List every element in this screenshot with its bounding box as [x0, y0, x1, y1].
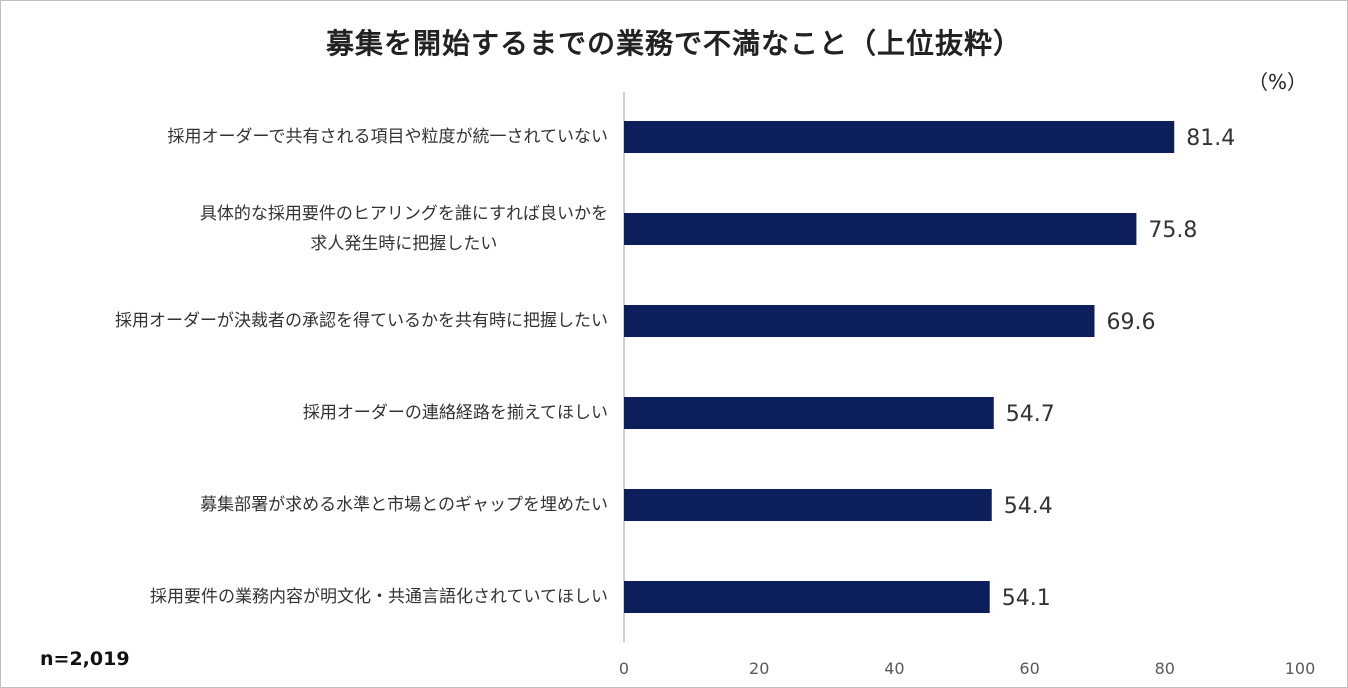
unit-label: （%）	[1248, 70, 1308, 94]
category-label-2: 具体的な採用要件のヒアリングを誰にすれば良いかを 求人発生時に把握したい	[200, 199, 608, 259]
bar-4	[624, 397, 994, 429]
category-label-6: 採用要件の業務内容が明文化・共通言語化されていてほしい	[150, 582, 608, 612]
x-tick-label-20: 20	[749, 659, 769, 678]
x-tick-label-0: 0	[619, 659, 629, 678]
x-tick-label-100: 100	[1285, 659, 1316, 678]
category-label-line: 求人発生時に把握したい	[310, 234, 498, 254]
value-label-5: 54.4	[1004, 494, 1053, 519]
value-label-6: 54.1	[1002, 586, 1051, 611]
category-label-3: 採用オーダーが決裁者の承認を得ているかを共有時に把握したい	[115, 306, 608, 336]
sample-size-note: n=2,019	[40, 648, 130, 670]
value-label-2: 75.8	[1148, 218, 1197, 243]
category-label-line: 採用要件の業務内容が明文化・共通言語化されていてほしい	[150, 587, 608, 607]
x-tick-label-60: 60	[1019, 659, 1039, 678]
value-label-4: 54.7	[1006, 402, 1055, 427]
category-label-line: 採用オーダーが決裁者の承認を得ているかを共有時に把握したい	[115, 311, 608, 331]
category-label-line: 採用オーダーで共有される項目や粒度が統一されていない	[167, 127, 608, 147]
x-tick-label-80: 80	[1155, 659, 1175, 678]
x-tick-label-40: 40	[884, 659, 904, 678]
bar-2	[624, 213, 1137, 245]
category-label-4: 採用オーダーの連絡経路を揃えてほしい	[303, 398, 608, 428]
category-label-5: 募集部署が求める水準と市場とのギャップを埋めたい	[200, 490, 608, 520]
bar-1	[624, 121, 1175, 153]
category-label-line: 募集部署が求める水準と市場とのギャップを埋めたい	[200, 495, 608, 515]
category-label-line: 採用オーダーの連絡経路を揃えてほしい	[302, 403, 608, 423]
chart-title: 募集を開始するまでの業務で不満なこと（上位抜粋）	[325, 27, 1022, 60]
value-label-3: 69.6	[1106, 310, 1155, 335]
bar-3	[624, 305, 1095, 337]
category-label-1: 採用オーダーで共有される項目や粒度が統一されていない	[168, 122, 608, 152]
bar-5	[624, 489, 992, 521]
category-label-line: 具体的な採用要件のヒアリングを誰にすれば良いかを	[199, 204, 608, 224]
value-label-1: 81.4	[1186, 126, 1235, 151]
bar-6	[624, 581, 990, 613]
